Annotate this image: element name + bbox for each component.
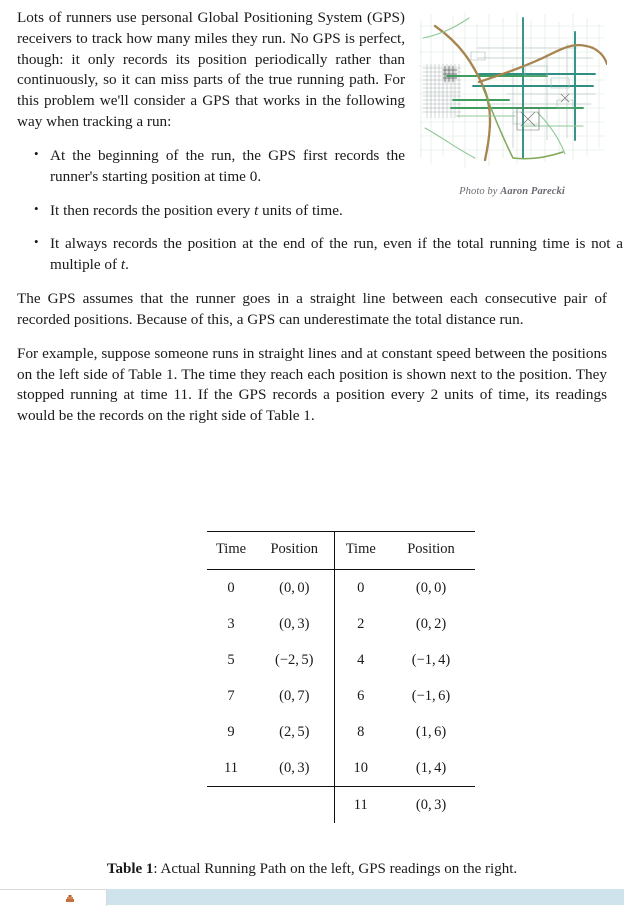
cell-position-actual: (0, 7) — [279, 687, 310, 704]
coord-y: 0 — [297, 579, 305, 596]
example-paragraph: For example, suppose someone runs in str… — [17, 344, 607, 425]
taskbar-tab[interactable] — [0, 889, 107, 906]
column-header-position-actual: Position — [255, 531, 334, 570]
cell-time-gps: 0 — [333, 569, 387, 606]
document-content: Photo by Aaron Parecki Lots of runners u… — [17, 8, 623, 440]
table-row: 0 (0, 0) 0 (0, 0) — [207, 569, 475, 606]
document-icon[interactable] — [63, 894, 77, 903]
coord-y: 3 — [297, 759, 305, 776]
cell-time-actual: 5 — [227, 651, 235, 668]
coord-x: 1 — [420, 723, 428, 740]
cell-position-gps: (0, 3) — [387, 786, 475, 823]
bullet-text-post: units of time. — [258, 201, 343, 219]
coord-y: 6 — [438, 687, 446, 704]
figure-caption: Photo by Aaron Parecki — [417, 186, 607, 197]
cell-position-actual: (0, 3) — [279, 615, 310, 632]
coord-x: −1 — [416, 651, 433, 668]
cell-time-gps: 6 — [333, 678, 387, 714]
cell-time-gps: 2 — [333, 606, 387, 642]
figure-caption-author: Aaron Parecki — [500, 186, 565, 197]
cell-time-gps: 11 — [333, 786, 387, 823]
list-item: It then records the position every t uni… — [34, 200, 623, 222]
cell-time-gps: 10 — [333, 750, 387, 787]
coord-y: 5 — [301, 651, 309, 668]
cell-time-actual: 9 — [227, 723, 235, 740]
coord-x: 0 — [283, 579, 292, 596]
cell-time-actual-empty — [207, 786, 255, 823]
cell-time-gps: 4 — [333, 642, 387, 678]
table-row: 11 (0, 3) — [207, 786, 475, 823]
intro-paragraph: Lots of runners use personal Global Posi… — [17, 9, 405, 131]
cell-position-gps: (1, 6) — [415, 723, 447, 740]
figure-caption-prefix: Photo by — [459, 186, 501, 197]
figure-gps-map: Photo by Aaron Parecki — [417, 8, 607, 197]
coord-y: 5 — [297, 723, 305, 740]
coord-y: 2 — [434, 615, 442, 632]
table-header-row: Time Position Time Position — [207, 531, 475, 570]
table-row: 5 (−2, 5) 4 (−1, 4) — [207, 642, 475, 678]
coord-y: 3 — [297, 615, 305, 632]
cell-position-actual: (0, 3) — [279, 759, 310, 776]
assumption-paragraph: The GPS assumes that the runner goes in … — [17, 290, 607, 328]
coord-x: 0 — [420, 796, 428, 813]
map-illustration-svg — [417, 8, 607, 176]
column-header-position-gps: Position — [387, 531, 475, 570]
coord-y: 0 — [434, 579, 442, 596]
coord-x: −2 — [279, 651, 296, 668]
column-header-time-actual: Time — [207, 531, 255, 570]
coord-x: −1 — [416, 687, 433, 704]
list-item: It always records the position at the en… — [34, 233, 623, 276]
cell-time-actual: 11 — [224, 759, 238, 776]
gps-behavior-list: At the beginning of the run, the GPS fir… — [17, 145, 623, 276]
cell-position-gps: (0, 2) — [415, 615, 447, 632]
math-variable-t: t — [254, 201, 259, 219]
coord-x: 0 — [283, 687, 292, 704]
cell-position-actual: (−2, 5) — [275, 651, 314, 668]
coord-y: 3 — [434, 796, 442, 813]
cell-time-actual: 0 — [207, 569, 255, 606]
table-caption-text: : Actual Running Path on the left, GPS r… — [153, 861, 518, 877]
coord-x: 0 — [283, 615, 292, 632]
cell-position-actual-empty — [255, 786, 334, 823]
coord-x: 2 — [283, 723, 292, 740]
coord-x: 0 — [420, 615, 428, 632]
cell-position-gps: (0, 0) — [387, 569, 475, 606]
math-variable-t: t — [120, 256, 126, 274]
table-body: 0 (0, 0) 0 (0, 0) 3 (0, 3) 2 (0, 2) 5 (−2, 5)… — [207, 569, 475, 823]
bullet-text-pre: It always records the position at the en… — [50, 235, 623, 274]
coord-x: 1 — [420, 759, 428, 776]
bullet-text-pre: It then records the position every — [50, 201, 255, 219]
coord-y: 6 — [434, 723, 442, 740]
list-item: At the beginning of the run, the GPS fir… — [34, 145, 422, 188]
cell-position-gps: (−1, 4) — [411, 651, 451, 668]
coord-x: 0 — [283, 759, 292, 776]
table-row: 3 (0, 3) 2 (0, 2) — [207, 606, 475, 642]
coord-y: 7 — [297, 687, 305, 704]
bullet-text-post: . — [125, 256, 129, 274]
cell-time-actual: 7 — [227, 687, 235, 704]
cell-time-gps: 8 — [333, 714, 387, 750]
coord-y: 4 — [434, 759, 442, 776]
cell-time-actual: 3 — [227, 615, 235, 632]
gps-track-map-image — [417, 8, 607, 176]
table-caption: Table 1: Actual Running Path on the left… — [17, 861, 607, 878]
bullet-text-pre: At the beginning of the run, the GPS fir… — [50, 146, 405, 185]
table-row: 7 (0, 7) 6 (−1, 6) — [207, 678, 475, 714]
gps-readings-table: Time Position Time Position 0 (0, 0) 0 (0… — [207, 531, 475, 823]
cell-position-gps: (1, 4) — [415, 759, 447, 776]
gps-table-wrapper: Time Position Time Position 0 (0, 0) 0 (0… — [207, 531, 475, 823]
coord-y: 4 — [438, 651, 446, 668]
cell-position-gps: (−1, 6) — [411, 687, 451, 704]
table-caption-label: Table 1 — [106, 861, 154, 877]
table-row: 11 (0, 3) 10 (1, 4) — [207, 750, 475, 787]
table-row: 9 (2, 5) 8 (1, 6) — [207, 714, 475, 750]
taskbar[interactable] — [0, 889, 624, 905]
cell-position-actual: (0, 0) — [255, 569, 334, 606]
cell-position-actual: (2, 5) — [279, 723, 310, 740]
coord-x: 0 — [420, 579, 428, 596]
column-header-time-gps: Time — [333, 531, 387, 570]
